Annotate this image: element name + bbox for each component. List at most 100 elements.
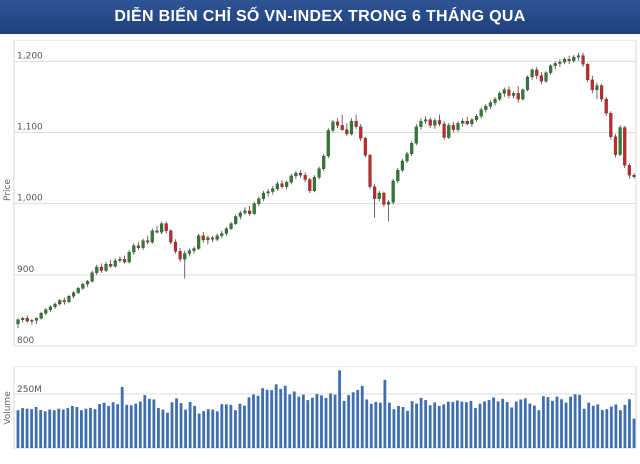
candle-body — [349, 120, 354, 135]
candle-body — [16, 319, 20, 325]
volume-bar — [129, 405, 133, 448]
candle-body — [289, 175, 293, 183]
volume-bar — [274, 384, 278, 448]
candle-body — [215, 235, 219, 240]
price-panel: 800 900 1,000 1,100 1,200 Price — [3, 40, 637, 347]
candle-body — [479, 109, 483, 117]
candle-body — [294, 172, 298, 177]
volume-bar — [437, 405, 441, 448]
volume-bar — [560, 399, 563, 448]
candle-body — [159, 223, 164, 233]
y-axis-label: Price — [3, 179, 13, 201]
volume-bar — [587, 402, 591, 448]
candle-body — [39, 313, 43, 319]
candle-body — [442, 123, 446, 138]
volume-bar — [474, 408, 477, 448]
candle-body — [609, 113, 613, 137]
volume-bar — [623, 404, 627, 448]
volume-bar — [501, 398, 505, 448]
volume-bar — [406, 410, 409, 448]
volume-bar — [261, 388, 264, 448]
candle-body — [252, 203, 256, 214]
candle-body — [206, 237, 210, 241]
candle-body — [391, 180, 395, 203]
candle-body — [238, 212, 242, 217]
volume-bar — [147, 398, 151, 448]
candle-body — [25, 318, 29, 322]
candle-body — [67, 296, 71, 303]
candle-body — [549, 65, 553, 73]
candle-body — [187, 250, 191, 254]
volume-bar — [57, 408, 61, 448]
candle-body — [340, 125, 344, 130]
candle-body — [183, 253, 187, 260]
candle-body — [118, 259, 122, 261]
volume-bar — [446, 401, 450, 448]
candle-body — [331, 121, 335, 131]
volume-bar — [138, 401, 142, 448]
candle-body — [224, 228, 229, 234]
candle-body — [558, 61, 562, 64]
candle-body — [58, 300, 62, 305]
volume-bar — [591, 405, 595, 448]
volume-bar — [157, 408, 160, 448]
volume-bar — [256, 395, 260, 448]
volume-bar — [455, 400, 459, 448]
candle-body — [271, 188, 275, 192]
volume-bar — [206, 409, 210, 448]
chart-title: DIỄN BIẾN CHỈ SỐ VN-INDEX TRONG 6 THÁNG … — [114, 8, 526, 25]
volume-bar — [324, 397, 328, 448]
candle-body — [470, 119, 474, 125]
candle-body — [201, 235, 205, 241]
candle-body — [104, 264, 108, 271]
volume-bar — [551, 400, 554, 448]
y-tick-label: 1,100 — [17, 123, 43, 133]
volume-bar — [528, 403, 532, 448]
candle-body — [521, 89, 525, 100]
volume-tick-label: 250M — [17, 385, 42, 395]
volume-bar — [70, 405, 74, 448]
volume-bar — [347, 395, 351, 448]
volume-bar — [600, 410, 604, 448]
volume-bar — [338, 370, 341, 448]
candle-body — [618, 127, 622, 155]
volume-bar — [252, 394, 255, 448]
volume-bar — [52, 410, 56, 448]
y-tick-label: 800 — [17, 336, 34, 346]
candle-body — [155, 230, 159, 233]
volume-bar — [609, 406, 613, 448]
volume-bar — [614, 404, 618, 448]
volume-bar — [419, 397, 423, 448]
volume-bar — [392, 409, 396, 448]
candle-body — [516, 93, 520, 100]
candle-body — [396, 170, 400, 182]
volume-bar — [564, 402, 568, 448]
candle-body — [275, 183, 279, 189]
candle-body — [113, 260, 117, 267]
volume-bar — [514, 401, 518, 448]
volume-bar — [320, 395, 323, 448]
candle-body — [627, 165, 631, 176]
candle-body — [312, 177, 317, 192]
volume-bar — [301, 394, 305, 448]
candle-body — [590, 79, 594, 90]
candle-body — [423, 119, 428, 122]
volume-bar — [21, 408, 24, 448]
candle-body — [632, 175, 636, 177]
volume-bar — [234, 410, 237, 448]
volume-bar — [30, 409, 33, 448]
volume-bar — [43, 411, 47, 448]
volume-bar — [487, 400, 491, 448]
volume-bar — [193, 405, 197, 448]
candle-body — [21, 318, 25, 320]
candle-body — [581, 55, 585, 65]
candle-body — [359, 126, 363, 139]
volume-bar — [292, 391, 296, 448]
candle-body — [164, 223, 168, 231]
candle-body — [146, 240, 150, 243]
volume-bar — [220, 404, 224, 448]
volume-bar — [143, 395, 147, 448]
volume-bar — [469, 400, 473, 448]
candle-body — [229, 223, 233, 229]
candle-body — [498, 93, 502, 100]
